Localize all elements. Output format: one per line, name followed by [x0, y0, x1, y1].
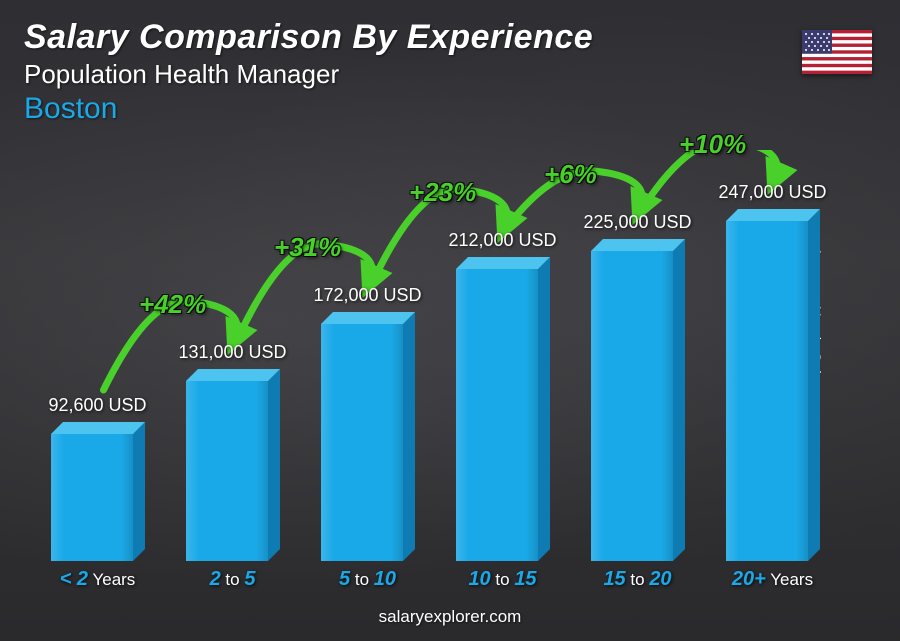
bar: [51, 434, 145, 561]
bar: [321, 324, 415, 561]
bar-value: 212,000 USD: [448, 230, 556, 251]
bar-side: [673, 239, 685, 561]
bar-side: [538, 257, 550, 561]
bar-top: [321, 312, 415, 324]
bar-front: [321, 324, 403, 561]
bar-side: [133, 422, 145, 561]
increase-pct: +31%: [274, 232, 341, 263]
bar-side: [268, 369, 280, 561]
bar-top: [51, 422, 145, 434]
bar-side: [808, 209, 820, 561]
increase-pct: +23%: [409, 177, 476, 208]
bar-slot: 131,000 USD 2 to 5: [165, 150, 300, 591]
bar-slot: 92,600 USD < 2 Years: [30, 150, 165, 591]
bar-value: 225,000 USD: [583, 212, 691, 233]
bar-category-label: 10 to 15: [435, 568, 570, 591]
bar-top: [186, 369, 280, 381]
bar-value: 92,600 USD: [48, 395, 146, 416]
bar-value: 172,000 USD: [313, 285, 421, 306]
location-label: Boston: [24, 92, 593, 126]
header: Salary Comparison By Experience Populati…: [24, 18, 593, 126]
bar-front: [591, 251, 673, 561]
bar-top: [726, 209, 820, 221]
increase-pct: +10%: [679, 129, 746, 160]
bar-front: [186, 381, 268, 561]
bar-category-label: 20+ Years: [705, 568, 840, 591]
bar-slot: 225,000 USD 15 to 20: [570, 150, 705, 591]
bar-category-label: 15 to 20: [570, 568, 705, 591]
footer-source: salaryexplorer.com: [0, 607, 900, 627]
bar-category-label: < 2 Years: [30, 568, 165, 591]
infographic-container: Salary Comparison By Experience Populati…: [0, 0, 900, 641]
bar-category-label: 2 to 5: [165, 568, 300, 591]
bar-slot: 212,000 USD 10 to 15: [435, 150, 570, 591]
bar-chart: 92,600 USD< 2 Years131,000 USD2 to 5172,…: [30, 150, 840, 591]
bar-front: [51, 434, 133, 561]
page-title: Salary Comparison By Experience: [24, 18, 593, 57]
bar: [186, 381, 280, 561]
increase-pct: +6%: [544, 159, 597, 190]
bar-top: [456, 257, 550, 269]
bar-slot: 247,000 USD 20+ Years: [705, 150, 840, 591]
bar-slot: 172,000 USD 5 to 10: [300, 150, 435, 591]
bar-value: 247,000 USD: [718, 182, 826, 203]
bar-top: [591, 239, 685, 251]
bar: [591, 251, 685, 561]
us-flag-icon: [802, 30, 872, 74]
bar: [726, 221, 820, 561]
bar-value: 131,000 USD: [178, 342, 286, 363]
bar-front: [456, 269, 538, 561]
bar-category-label: 5 to 10: [300, 568, 435, 591]
increase-pct: +42%: [139, 289, 206, 320]
bar-front: [726, 221, 808, 561]
page-subtitle: Population Health Manager: [24, 59, 593, 90]
bar-side: [403, 312, 415, 561]
bar: [456, 269, 550, 561]
